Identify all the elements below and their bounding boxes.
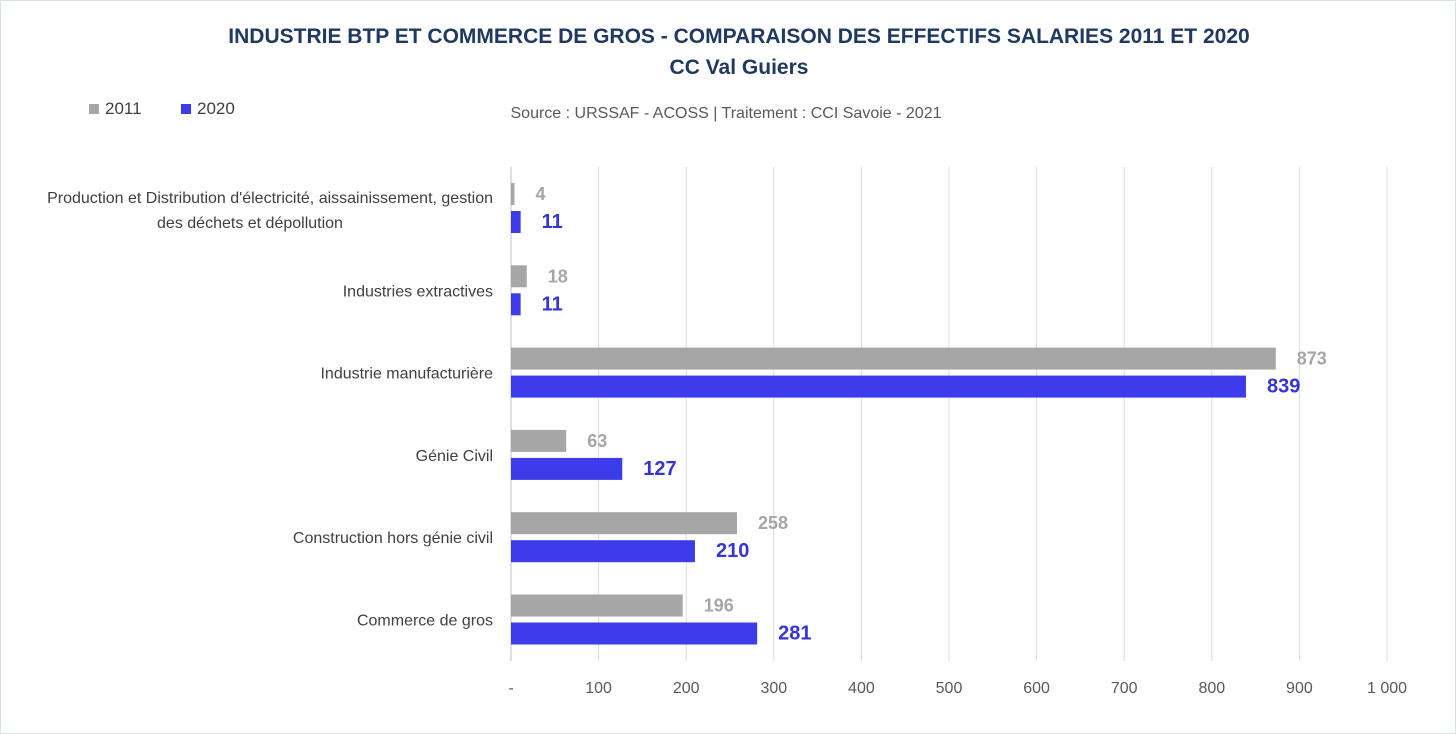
bar-2020 (511, 457, 623, 480)
data-label-2011: 196 (704, 596, 734, 616)
x-tick-label: 400 (848, 680, 875, 697)
x-tick-label: 800 (1198, 680, 1225, 697)
data-label-2011: 258 (758, 513, 788, 533)
bar-2020 (511, 540, 695, 563)
x-tick-label: 600 (1023, 680, 1050, 697)
data-label-2020: 839 (1267, 376, 1300, 398)
bar-2020 (511, 293, 521, 316)
data-label-2020: 281 (778, 623, 811, 645)
bar-2011 (511, 512, 738, 535)
x-tick-label: 200 (673, 680, 700, 697)
bar-2011 (511, 265, 527, 288)
chart-source: Source : URSSAF - ACOSS | Traitement : C… (510, 105, 942, 122)
category-label: Commerce de gros (357, 613, 493, 630)
x-tick-label: 900 (1286, 680, 1313, 697)
x-tick-label: - (508, 680, 513, 697)
data-label-2011: 873 (1297, 349, 1327, 369)
bar-2011 (511, 347, 1276, 370)
bar-2011 (511, 594, 683, 617)
x-tick-label: 500 (936, 680, 963, 697)
x-tick-label: 700 (1111, 680, 1138, 697)
data-label-2020: 127 (643, 458, 676, 480)
bar-2020 (511, 211, 521, 233)
bar-2020 (511, 622, 758, 645)
data-label-2020: 210 (716, 540, 749, 562)
category-label: des déchets et dépollution (157, 215, 343, 232)
x-tick-label: 300 (760, 680, 787, 697)
legend-swatch-2020 (181, 104, 191, 114)
category-label: Génie Civil (416, 448, 493, 465)
data-label-2011: 18 (548, 266, 568, 286)
data-label-2020: 11 (542, 211, 563, 233)
data-label-2020: 11 (542, 293, 563, 315)
bar-2011 (511, 183, 515, 205)
category-label: Industries extractives (343, 283, 493, 300)
x-tick-label: 100 (585, 680, 612, 697)
bar-2011 (511, 429, 567, 452)
category-label: Construction hors génie civil (293, 530, 493, 547)
bar-2020 (511, 375, 1246, 398)
x-tick-label: 1 000 (1367, 680, 1407, 697)
legend-label-2020: 2020 (197, 99, 235, 118)
legend-item-2020: 2020 (181, 99, 235, 119)
legend-label-2011: 2011 (105, 99, 142, 118)
legend-item-2011: 2011 (89, 99, 142, 119)
chart-title: INDUSTRIE BTP ET COMMERCE DE GROS - COMP… (228, 25, 1250, 48)
legend-swatch-2011 (89, 104, 99, 114)
data-label-2011: 63 (587, 431, 607, 451)
category-label: Industrie manufacturière (320, 366, 493, 383)
data-label-2011: 4 (536, 184, 546, 204)
category-label: Production et Distribution d'électricité… (47, 190, 493, 207)
chart-subtitle: CC Val Guiers (669, 56, 809, 79)
